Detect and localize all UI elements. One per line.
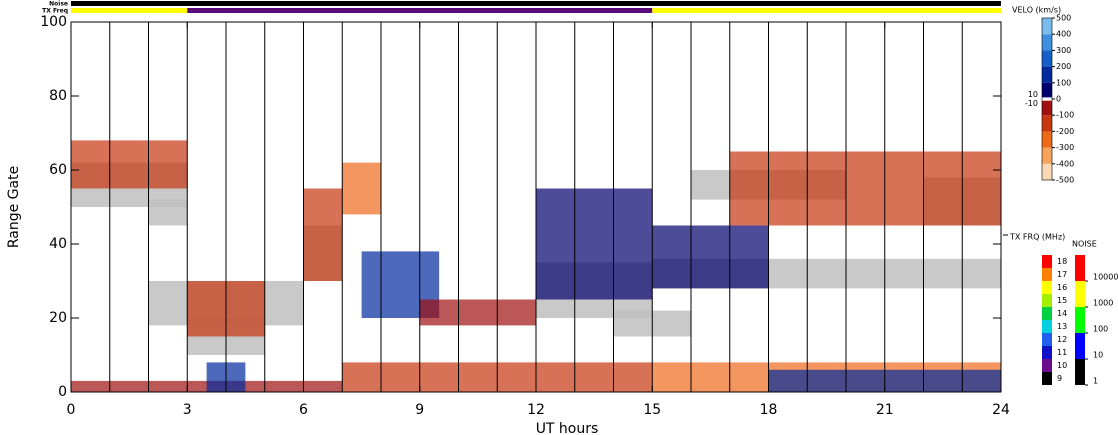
txfreq-color xyxy=(1042,268,1052,281)
y-axis-label: Range Gate xyxy=(6,166,22,248)
txfreq-label: TX Freq xyxy=(42,8,68,15)
velo-tick-label: -200 xyxy=(1056,127,1074,136)
velo-inner-label: -10 xyxy=(1025,99,1038,108)
y-tick-label: 0 xyxy=(58,384,67,400)
velo-color xyxy=(1042,115,1052,132)
y-tick-label: 100 xyxy=(40,14,67,30)
echo xyxy=(652,225,769,289)
txfreq-tick-label: 18 xyxy=(1057,257,1067,266)
noise-tick-label: 10 xyxy=(1093,351,1103,360)
noise-title: NOISE xyxy=(1072,240,1097,249)
x-tick-label: 3 xyxy=(183,402,192,418)
noise-color xyxy=(1075,281,1085,307)
velo-color xyxy=(1042,66,1052,83)
velo-color xyxy=(1042,18,1052,35)
y-tick-label: 60 xyxy=(49,162,67,178)
velo-tick-label: -400 xyxy=(1056,159,1074,168)
echo xyxy=(71,140,188,189)
velo-color xyxy=(1042,147,1052,164)
velo-tick-label: 100 xyxy=(1056,78,1071,87)
noise-tick-label: 1 xyxy=(1093,377,1098,386)
txfreq-tick-label: 9 xyxy=(1057,374,1062,383)
echo xyxy=(536,188,653,300)
x-tick-label: 0 xyxy=(67,402,76,418)
x-tick-label: 12 xyxy=(527,402,545,418)
velo-tick-label: 0 xyxy=(1056,95,1061,104)
velo-tick-label: 500 xyxy=(1056,14,1071,23)
noise-color xyxy=(1075,359,1085,385)
txfreq-color xyxy=(1042,294,1052,307)
noise-bar xyxy=(71,1,1001,6)
txfreq-tick-label: 15 xyxy=(1057,296,1067,305)
velo-color xyxy=(1042,163,1052,180)
velo-tick-label: 200 xyxy=(1056,62,1071,71)
noise-tick-label: 100 xyxy=(1093,325,1108,334)
txfreq-tick-label: 10 xyxy=(1057,361,1067,370)
txfreq-tick-label: 16 xyxy=(1057,283,1067,292)
velo-tick-label: 300 xyxy=(1056,46,1071,55)
noise-tick-label: 10000 xyxy=(1093,273,1118,282)
velo-tick-label: -300 xyxy=(1056,143,1074,152)
txfreq-title: TX FRQ (MHz) xyxy=(1009,233,1065,242)
txfreq-color xyxy=(1042,333,1052,346)
x-tick-label: 21 xyxy=(876,402,894,418)
x-tick-label: 6 xyxy=(299,402,308,418)
velo-color xyxy=(1042,100,1052,116)
txfreq-color xyxy=(1042,346,1052,359)
echo xyxy=(342,162,381,215)
velo-title: VELO (km/s) xyxy=(1012,6,1061,15)
txfreq-tick-label: 17 xyxy=(1057,270,1067,279)
txfreq-color xyxy=(1042,281,1052,294)
txfreq-tick-label: 13 xyxy=(1057,322,1067,331)
velo-color xyxy=(1042,82,1052,98)
txfreq-color xyxy=(1042,359,1052,372)
noise-tick-label: 1000 xyxy=(1093,299,1113,308)
velo-color xyxy=(1042,50,1052,67)
x-tick-label: 18 xyxy=(760,402,778,418)
velo-color xyxy=(1042,97,1052,101)
txfreq-segment xyxy=(71,8,188,13)
txfreq-color xyxy=(1042,255,1052,268)
velo-color xyxy=(1042,131,1052,148)
x-axis-label: UT hours xyxy=(536,421,599,435)
txfreq-tick-label: 11 xyxy=(1057,348,1067,357)
velo-tick-label: -500 xyxy=(1056,176,1074,185)
noise-color xyxy=(1075,307,1085,333)
txfreq-segment xyxy=(652,8,1001,13)
txfreq-tick-label: 12 xyxy=(1057,335,1067,344)
y-tick-label: 40 xyxy=(49,236,67,252)
velo-tick-label: 400 xyxy=(1056,30,1071,39)
noise-color xyxy=(1075,255,1085,281)
noise-color xyxy=(1075,333,1085,359)
echo xyxy=(303,188,343,281)
velo-tick-label: -100 xyxy=(1056,111,1074,120)
noise-label: Noise xyxy=(49,1,68,8)
velo-inner-label: 10 xyxy=(1028,90,1038,99)
ground-scatter xyxy=(148,199,188,226)
x-tick-label: 9 xyxy=(415,402,424,418)
txfreq-tick-label: 14 xyxy=(1057,309,1067,318)
x-tick-label: 24 xyxy=(992,402,1010,418)
txfreq-color xyxy=(1042,320,1052,333)
y-tick-label: 80 xyxy=(49,88,67,104)
txfreq-color xyxy=(1042,307,1052,320)
velo-color xyxy=(1042,34,1052,51)
txfreq-segment xyxy=(187,8,653,13)
txfreq-color xyxy=(1042,372,1052,385)
y-tick-label: 20 xyxy=(49,310,67,326)
x-tick-label: 15 xyxy=(643,402,661,418)
echo xyxy=(419,299,536,326)
echo xyxy=(729,151,1001,226)
